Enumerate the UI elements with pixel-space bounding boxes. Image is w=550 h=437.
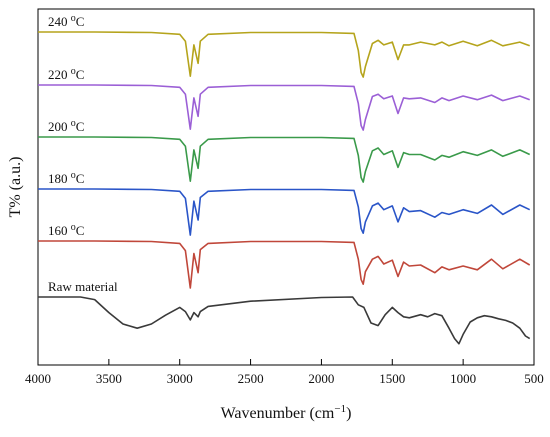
series-label-degree-3: o (71, 170, 76, 181)
x-tick-label-5: 1500 (379, 371, 405, 386)
series-line-1 (38, 84, 530, 131)
series-label-main-0: 240 (48, 14, 71, 29)
series-label-unit-3: C (76, 171, 85, 186)
x-tick-label-1: 3500 (96, 371, 122, 386)
series-label-degree-0: o (71, 13, 76, 24)
series-label-main-4: 160 (48, 223, 71, 238)
x-tick-label-6: 1000 (450, 371, 476, 386)
series-label-unit-2: C (76, 119, 85, 134)
x-axis-title-close: ) (346, 405, 351, 422)
x-axis-title: Wavenumber (cm−1) (221, 403, 352, 422)
x-axis-title-sup: −1 (334, 403, 346, 415)
series-line-0 (38, 31, 530, 78)
x-tick-label-4: 2000 (308, 371, 334, 386)
series-label-1: 220 oC (48, 66, 84, 82)
series-label-degree-1: o (71, 66, 76, 77)
series-label-unit-0: C (76, 14, 85, 29)
x-tick-label-7: 500 (524, 371, 544, 386)
series-line-4 (38, 240, 531, 289)
x-tick-label-3: 2500 (238, 371, 264, 386)
x-tick-label-0: 4000 (25, 371, 51, 386)
y-axis-title: T% (a.u.) (7, 157, 24, 218)
series-label-2: 200 oC (48, 118, 84, 134)
series-label-5: Raw material (48, 279, 118, 294)
series-label-main-3: 180 (48, 171, 71, 186)
series-label-unit-4: C (76, 223, 85, 238)
series-label-degree-4: o (71, 222, 76, 233)
series-line-3 (38, 188, 531, 236)
x-tick-label-2: 3000 (167, 371, 193, 386)
series-label-main-2: 200 (48, 119, 71, 134)
x-axis-ticks: 4000 3500 3000 2500 2000 1500 1000 500 (25, 359, 544, 386)
series-lines (38, 31, 531, 345)
series-line-2 (38, 136, 531, 183)
series-label-main-5: Raw material (48, 279, 118, 294)
series-label-unit-1: C (76, 67, 85, 82)
plot-frame (37, 8, 535, 366)
series-label-3: 180 oC (48, 170, 84, 186)
series-label-0: 240 oC (48, 13, 84, 29)
series-label-main-1: 220 (48, 67, 71, 82)
series-label-degree-2: o (71, 118, 76, 129)
series-line-5 (38, 296, 531, 345)
series-label-4: 160 oC (48, 222, 84, 238)
x-axis-title-main: Wavenumber (cm (221, 405, 335, 422)
